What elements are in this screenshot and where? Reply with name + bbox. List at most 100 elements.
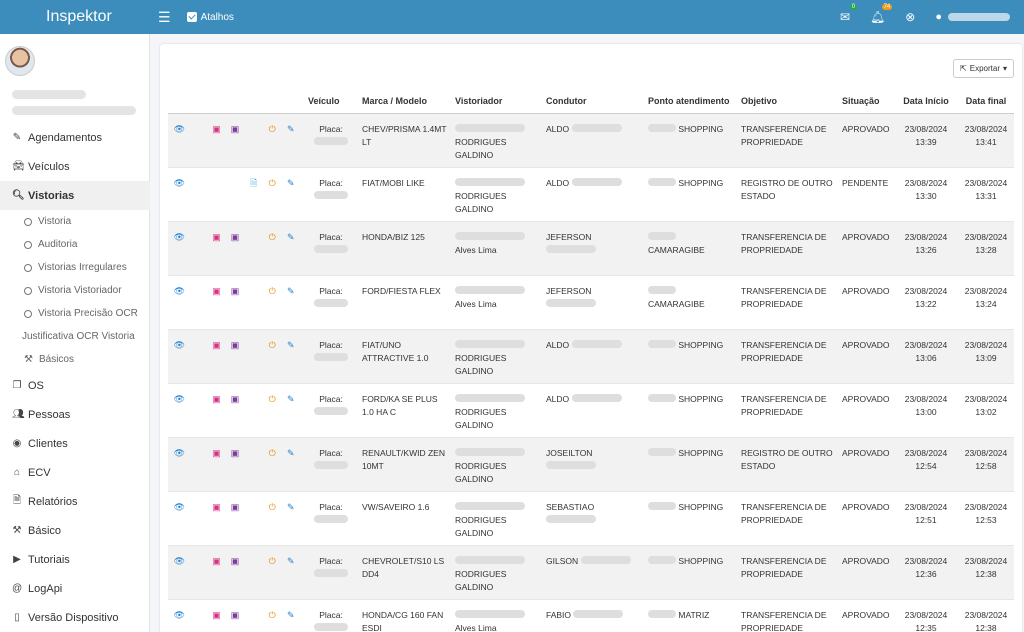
power-icon[interactable]: ⏻	[268, 609, 276, 620]
view-eye-icon[interactable]: 👁︎	[173, 231, 185, 242]
sidebar-item-ecv[interactable]: ⌂ ECV	[13, 466, 51, 479]
view-eye-icon[interactable]: 👁︎	[173, 393, 185, 404]
edit-icon[interactable]: ✎	[286, 555, 295, 566]
edit-icon[interactable]: ✎	[286, 609, 295, 620]
col-veiculo[interactable]: Veículo	[304, 90, 358, 114]
pdf-laudo-icon[interactable]: ▣	[230, 393, 240, 404]
table-row[interactable]: 👁︎▣▣🗎︎⏻✎Placa:HONDA/CG 160 FAN ESDIAlves…	[168, 598, 1014, 632]
pdf-report-icon[interactable]: ▣	[212, 393, 221, 404]
power-icon[interactable]: ⏻	[268, 447, 276, 458]
user-menu[interactable]: ●	[935, 11, 1010, 23]
table-row[interactable]: 👁︎▣▣🗎︎⏻✎Placa:FIAT/UNO ATTRACTIVE 1.0ROD…	[168, 328, 1014, 383]
pdf-report-icon[interactable]: ▣	[212, 555, 221, 566]
table-row[interactable]: 👁︎▣▣🗎︎⏻✎Placa:RENAULT/KWID ZEN 10MTRODRI…	[168, 436, 1014, 491]
cell-condutor: ALDO	[542, 328, 644, 383]
power-icon[interactable]: ⏻	[268, 501, 276, 512]
sidebar-sub-vistorias-irregulares[interactable]: Vistorias Irregulares	[0, 256, 150, 279]
sidebar-item-veiculos[interactable]: 🚘︎ Veículos	[12, 160, 70, 173]
power-icon[interactable]: ⏻	[268, 285, 276, 296]
sidebar-item-os[interactable]: ❐ OS	[12, 379, 44, 392]
cell-modelo: CHEV/PRISMA 1.4MT LT	[358, 112, 451, 167]
edit-icon[interactable]: ✎	[286, 393, 295, 404]
power-icon[interactable]: ⏻	[268, 339, 276, 350]
export-button[interactable]: ⇱ Exportar ▾	[953, 59, 1014, 78]
col-ponto-atendimento[interactable]: Ponto atendimento	[644, 90, 737, 114]
view-eye-icon[interactable]: 👁︎	[173, 609, 185, 620]
sidebar-item-logapi[interactable]: @ LogApi	[12, 582, 63, 595]
pdf-report-icon[interactable]: ▣	[212, 123, 221, 134]
col-situacao[interactable]: Situação	[838, 90, 894, 114]
sidebar-item-pessoas[interactable]: 👥︎ Pessoas	[12, 408, 71, 421]
document-icon[interactable]: 🗎︎	[249, 177, 258, 188]
edit-icon[interactable]: ✎	[286, 339, 295, 350]
avatar[interactable]	[5, 46, 35, 76]
pdf-report-icon[interactable]: ▣	[212, 285, 221, 296]
col-condutor[interactable]: Condutor	[542, 90, 644, 114]
sidebar-sub-justificativa-ocr[interactable]: Justificativa OCR Vistoria	[22, 331, 135, 342]
pdf-report-icon[interactable]: ▣	[212, 447, 221, 458]
edit-icon[interactable]: ✎	[286, 231, 295, 242]
atalhos-menu[interactable]: Atalhos	[186, 11, 234, 23]
pdf-laudo-icon[interactable]: ▣	[230, 123, 240, 134]
pdf-report-icon[interactable]: ▣	[212, 501, 221, 512]
sidebar-item-basico[interactable]: ⚒ Básico	[12, 524, 62, 537]
sidebar-item-agendamentos[interactable]: ✎ Agendamentos	[12, 131, 102, 144]
sidebar-sub-vistoria-precisao-ocr[interactable]: Vistoria Precisão OCR	[0, 302, 150, 325]
pdf-laudo-icon[interactable]: ▣	[230, 285, 240, 296]
view-eye-icon[interactable]: 👁︎	[173, 123, 185, 134]
table-row[interactable]: 👁︎▣▣🗎︎⏻✎Placa:CHEV/PRISMA 1.4MT LTRODRIG…	[168, 112, 1014, 167]
pdf-report-icon[interactable]: ▣	[212, 231, 221, 242]
brand-logo[interactable]: Inspektor	[46, 8, 112, 25]
edit-icon[interactable]: ✎	[286, 501, 295, 512]
menu-icon[interactable]: ☰	[158, 8, 171, 25]
sidebar-item-vistorias[interactable]: 🔍︎ Vistorias	[0, 181, 150, 210]
pdf-laudo-icon[interactable]: ▣	[230, 609, 240, 620]
view-eye-icon[interactable]: 👁︎	[173, 447, 185, 458]
pdf-laudo-icon[interactable]: ▣	[230, 231, 240, 242]
power-icon[interactable]: ⏻	[268, 177, 276, 188]
sidebar-sub-vistoria[interactable]: Vistoria	[0, 210, 150, 233]
col-objetivo[interactable]: Objetivo	[737, 90, 838, 114]
col-vistoriador[interactable]: Vistoriador	[451, 90, 542, 114]
sidebar-sub-auditoria[interactable]: Auditoria	[0, 233, 150, 256]
pdf-laudo-icon[interactable]: ▣	[230, 339, 240, 350]
view-eye-icon[interactable]: 👁︎	[173, 285, 185, 296]
edit-icon[interactable]: ✎	[286, 123, 295, 134]
mail-icon[interactable]: ✉ 0	[839, 4, 858, 24]
pdf-laudo-icon[interactable]: ▣	[230, 501, 240, 512]
view-eye-icon[interactable]: 👁︎	[173, 177, 185, 188]
power-icon[interactable]: ⏻	[268, 123, 276, 134]
view-eye-icon[interactable]: 👁︎	[173, 555, 185, 566]
close-circle-icon[interactable]: ⊗	[905, 10, 916, 24]
sidebar-item-relatorios[interactable]: 🗎︎ Relatórios	[0, 487, 150, 516]
bell-icon[interactable]: 🔔︎ 74	[870, 4, 893, 24]
pdf-report-icon[interactable]: ▣	[212, 339, 221, 350]
cell-situacao: APROVADO	[838, 274, 894, 329]
atalhos-label: Atalhos	[200, 11, 234, 23]
power-icon[interactable]: ⏻	[268, 231, 276, 242]
edit-icon[interactable]: ✎	[286, 447, 295, 458]
col-data-inicio[interactable]: Data Início	[894, 90, 958, 114]
view-eye-icon[interactable]: 👁︎	[173, 339, 185, 350]
view-eye-icon[interactable]: 👁︎	[173, 501, 185, 512]
edit-icon[interactable]: ✎	[286, 285, 295, 296]
pdf-report-icon[interactable]: ▣	[212, 609, 221, 620]
table-row[interactable]: 👁︎▣▣🗎︎⏻✎Placa:FORD/KA SE PLUS 1.0 HA CRO…	[168, 382, 1014, 437]
edit-icon[interactable]: ✎	[286, 177, 295, 188]
sidebar-item-clientes[interactable]: ◉ Clientes	[12, 437, 68, 450]
sidebar-sub-vistoria-vistoriador[interactable]: Vistoria Vistoriador	[0, 279, 150, 302]
pdf-laudo-icon[interactable]: ▣	[230, 555, 240, 566]
sidebar-sub-basicos[interactable]: ⚒ Básicos	[24, 354, 74, 365]
sidebar-item-tutoriais[interactable]: ▶ Tutoriais	[13, 553, 70, 566]
sidebar-item-versao-dispositivo[interactable]: ▯ Versão Dispositivo	[0, 603, 150, 632]
col-data-final[interactable]: Data final	[958, 90, 1014, 114]
power-icon[interactable]: ⏻	[268, 393, 276, 404]
table-row[interactable]: 👁︎▣▣🗎︎⏻✎Placa:CHEVROLET/S10 LS DD4RODRIG…	[168, 544, 1014, 599]
power-icon[interactable]: ⏻	[268, 555, 276, 566]
col-marca-modelo[interactable]: Marca / Modelo	[358, 90, 451, 114]
pdf-laudo-icon[interactable]: ▣	[230, 447, 240, 458]
